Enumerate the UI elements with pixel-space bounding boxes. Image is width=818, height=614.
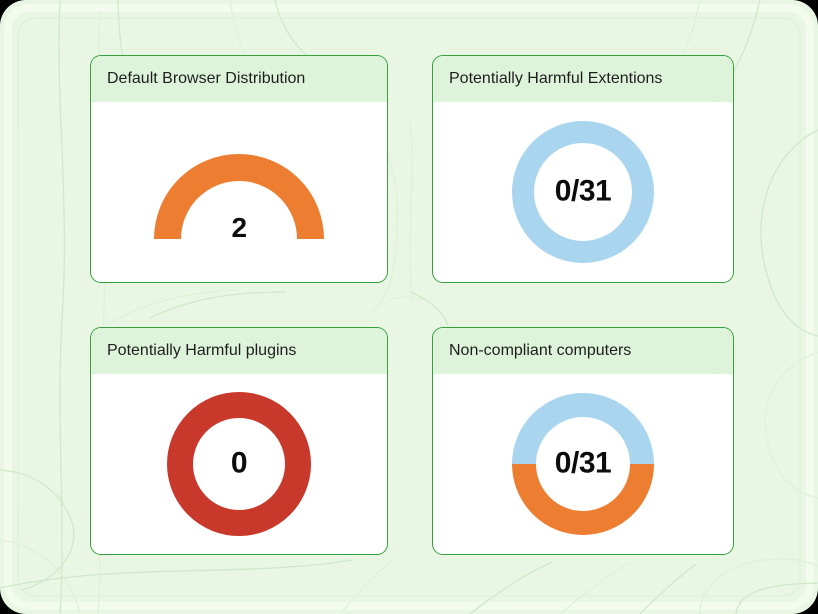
card-default-browser-distribution[interactable]: Default Browser Distribution 2 — [90, 55, 388, 283]
harmful-plugins-donut-chart: 0 — [164, 389, 314, 539]
card-potentially-harmful-extensions[interactable]: Potentially Harmful Extentions 0/31 — [432, 55, 734, 283]
card-title-bar: Default Browser Distribution — [91, 56, 387, 102]
card-title: Non-compliant computers — [449, 342, 632, 359]
card-non-compliant-computers[interactable]: Non-compliant computers 0/31 — [432, 327, 734, 555]
default-browser-gauge-chart: 2 — [149, 149, 329, 243]
harmful-extensions-donut-chart: 0/31 — [508, 117, 658, 267]
card-potentially-harmful-plugins[interactable]: Potentially Harmful plugins 0 — [90, 327, 388, 555]
card-title-bar: Potentially Harmful plugins — [91, 328, 387, 374]
chart-value: 0 — [230, 446, 248, 480]
card-body: 0/31 — [433, 102, 733, 282]
chart-value: 0/31 — [554, 446, 612, 480]
card-title-bar: Non-compliant computers — [433, 328, 733, 374]
non-compliant-donut-chart: 0/31 — [508, 389, 658, 539]
card-title: Potentially Harmful plugins — [107, 342, 297, 359]
card-title: Potentially Harmful Extentions — [449, 70, 663, 87]
chart-value: 0/31 — [554, 174, 612, 208]
card-body: 0 — [91, 374, 387, 554]
card-title: Default Browser Distribution — [107, 70, 306, 87]
card-body: 0/31 — [433, 374, 733, 554]
card-title-bar: Potentially Harmful Extentions — [433, 56, 733, 102]
card-body: 2 — [91, 102, 387, 282]
chart-value: 2 — [231, 212, 247, 243]
